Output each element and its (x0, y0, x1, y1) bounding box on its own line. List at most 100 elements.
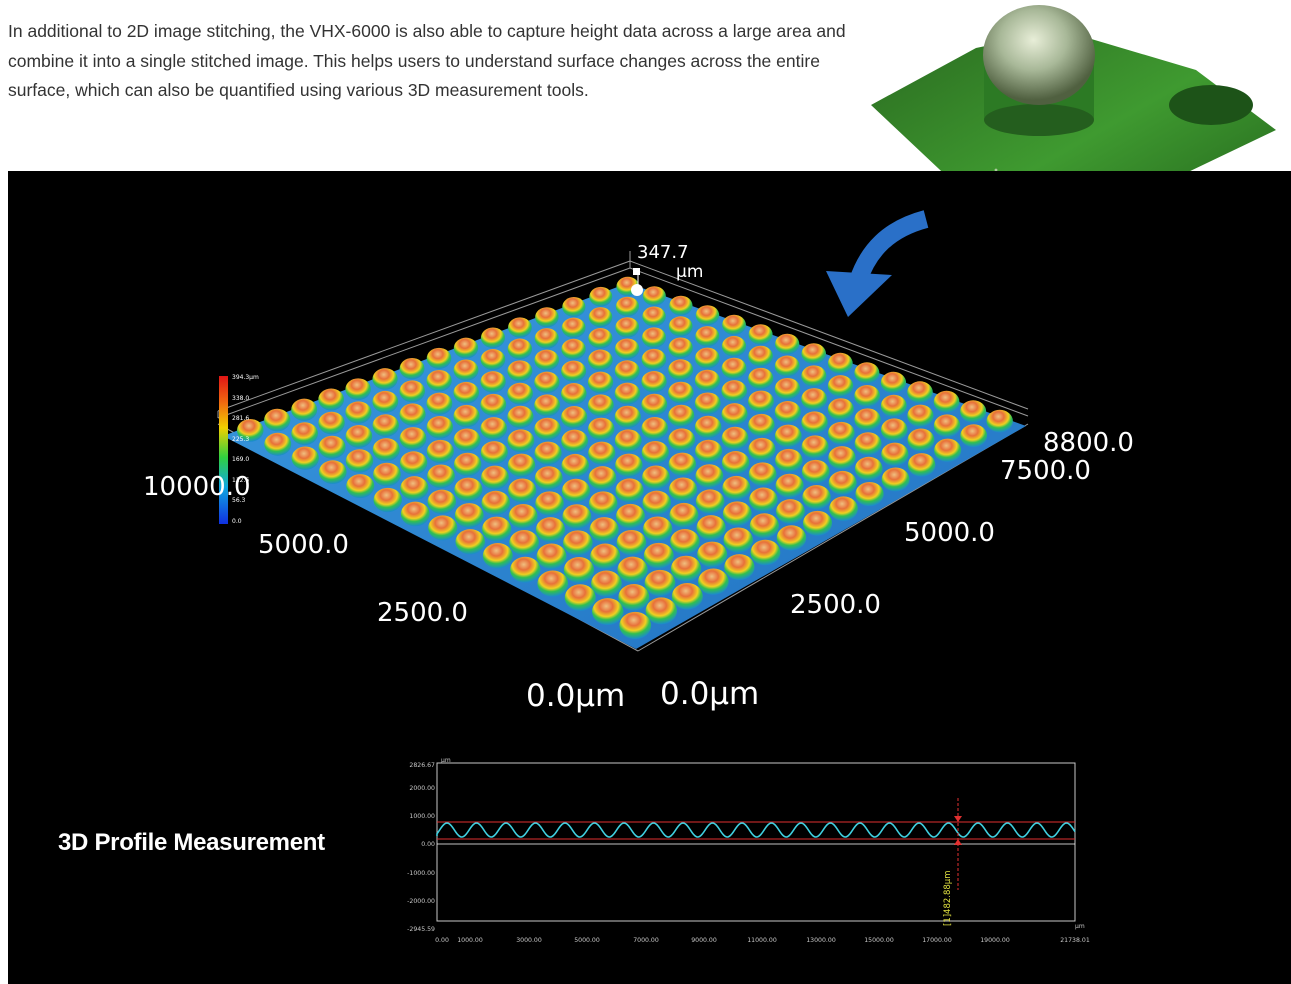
surface-bump (426, 439, 454, 464)
surface-bump (318, 388, 345, 411)
color-legend-tick: 281.6 (232, 415, 250, 422)
profile-x-tick: 15000.00 (864, 937, 894, 944)
surface-bump (264, 408, 291, 432)
surface-bump (615, 453, 643, 478)
surface-bump (619, 611, 652, 640)
profile-x-tick: 19000.00 (980, 937, 1010, 944)
surface-3d-panel: 394.3µm 338.0 281.6 225.3 169.0 112.6 56.3 0.0 (8, 171, 1291, 984)
surface-bump (721, 357, 747, 380)
surface-bump (644, 569, 676, 597)
surface-bump (534, 328, 559, 349)
surface-bump (507, 360, 533, 382)
surface-bump (722, 501, 752, 527)
surface-bump (426, 392, 453, 415)
surface-bump (508, 478, 537, 503)
surface-bump (695, 326, 720, 347)
surface-bump (855, 481, 884, 507)
surface-bump (880, 394, 907, 418)
surface-bump (318, 460, 347, 485)
peak-height-unit: µm (676, 262, 704, 282)
surface-bump (481, 465, 509, 490)
surface-bumps (236, 276, 1013, 640)
profile-caption: 3D Profile Measurement (58, 829, 325, 856)
surface-bump (829, 496, 858, 521)
surface-bump (562, 504, 592, 529)
surface-bump (291, 446, 319, 470)
surface-bump (854, 432, 882, 456)
color-legend-tick: 338.0 (232, 394, 250, 402)
surface-bump (828, 446, 856, 470)
surface-bump (614, 338, 640, 360)
surface-bump (881, 467, 910, 492)
surface-bump (695, 347, 720, 369)
surface-bump (774, 377, 801, 400)
height-color-legend: 394.3µm 338.0 281.6 225.3 169.0 112.6 56.3 0.0 (219, 374, 279, 526)
surface-bump (615, 317, 640, 338)
surface-bump (881, 442, 909, 466)
surface-bump (748, 437, 776, 462)
surface-bump (481, 490, 510, 516)
surface-bump (749, 487, 778, 512)
surface-bump (722, 475, 751, 500)
surface-bump (722, 314, 746, 336)
surface-bump (669, 502, 699, 528)
surface-bump (668, 428, 696, 452)
surface-bump (480, 349, 506, 371)
surface-bump (345, 449, 374, 473)
surface-bump (828, 470, 857, 495)
surface-bump (801, 365, 827, 387)
surface-bump (724, 554, 755, 581)
surface-bump (589, 517, 619, 543)
axis-label-left-1: 10000.0 (143, 472, 251, 502)
peak-height-value: 347.7 (637, 242, 689, 263)
axis-label-right-origin: 0.0µm (660, 676, 760, 712)
surface-bump (748, 324, 773, 345)
surface-bump (668, 359, 694, 381)
color-legend-tick: 0.0 (232, 517, 242, 525)
color-legend-tick: 394.3µm (232, 374, 259, 381)
surface-bump (748, 390, 774, 413)
surface-bump (587, 394, 614, 417)
surface-bump (774, 400, 801, 424)
surface-bump (588, 466, 617, 491)
surface-bump (453, 337, 479, 359)
surface-bump (534, 417, 561, 441)
surface-bump (721, 426, 749, 450)
surface-bump (641, 393, 668, 416)
surface-bump (427, 464, 455, 489)
surface-bump (537, 570, 569, 597)
surface-bump (507, 338, 533, 360)
axis-label-left-2: 5000.0 (258, 530, 349, 560)
surface-bump (721, 380, 748, 403)
surface-bump (698, 568, 729, 595)
surface-bump (854, 384, 880, 407)
surface-bump (907, 381, 933, 404)
surface-bump (373, 462, 401, 487)
surface-bump (775, 473, 804, 498)
surface-bump (588, 349, 613, 371)
surface-bump (564, 584, 596, 611)
surface-bump (643, 516, 673, 542)
surface-bump (614, 360, 640, 382)
surface-bump (642, 286, 666, 306)
surface-bump (642, 490, 671, 516)
surface-bump (802, 485, 831, 510)
surface-bump (827, 398, 854, 421)
profile-chart-frame (436, 762, 1076, 922)
color-legend-tick: 169.0 (232, 456, 250, 463)
profile-y-tick: 2826.67 (409, 762, 435, 769)
surface-bump (907, 428, 935, 452)
surface-bump (776, 525, 807, 551)
surface-bump (960, 424, 988, 448)
surface-bump (561, 406, 588, 429)
surface-bump (400, 476, 429, 501)
surface-bump (588, 491, 618, 516)
surface-bump (695, 439, 723, 463)
profile-y-tick: -1000.00 (407, 870, 435, 877)
profile-chart: 2826.67 2000.00 1000.00 0.00 -1000.00 -2000.0… (407, 757, 1090, 944)
intro-paragraph: In additional to 2D image stitching, the… (8, 21, 846, 100)
surface-bump (827, 352, 853, 374)
surface-bump (453, 452, 482, 477)
surface-bump (561, 429, 589, 453)
surface-bump (641, 417, 669, 440)
